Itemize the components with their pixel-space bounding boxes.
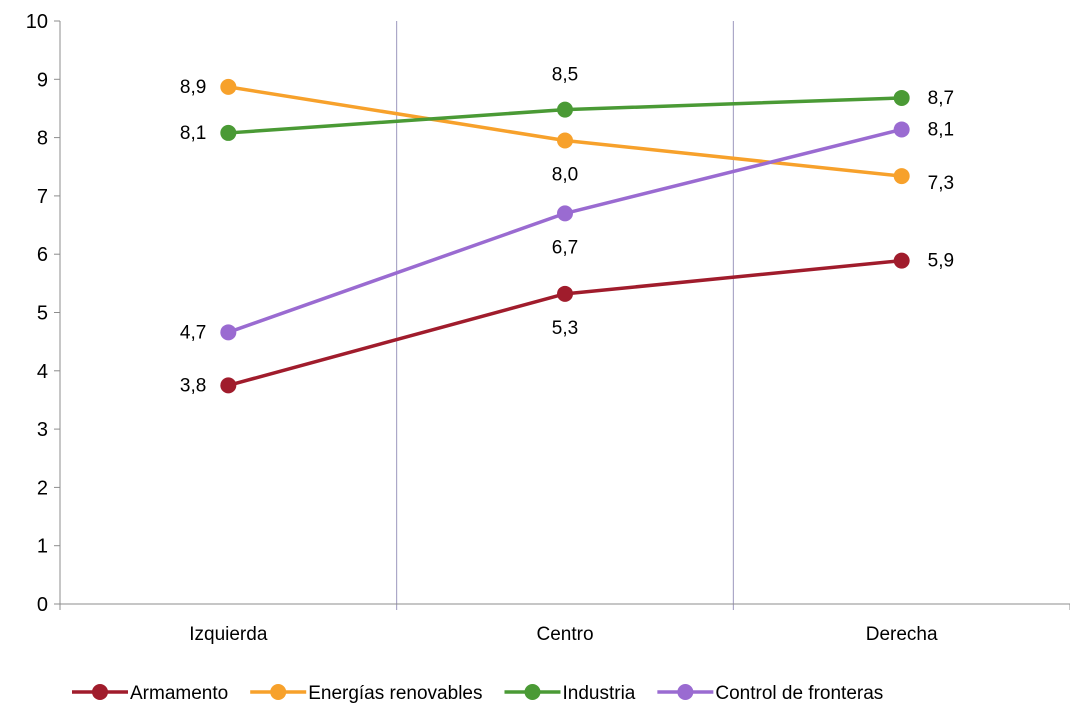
legend-marker-icon — [524, 684, 541, 700]
data-label-energias-renovables: 8,0 — [552, 165, 578, 186]
data-point-armamento — [893, 252, 910, 269]
x-category-label: Izquierda — [189, 624, 268, 645]
legend-item-armamento: Armamento — [72, 683, 228, 704]
y-tick-label: 9 — [37, 69, 48, 91]
legend-label: Industria — [562, 683, 635, 704]
y-tick-label: 3 — [37, 419, 48, 441]
data-point-industria — [557, 101, 573, 118]
y-tick-label: 1 — [37, 536, 48, 558]
y-tick-label: 6 — [37, 244, 48, 266]
data-point-industria — [893, 89, 910, 106]
legend-marker-icon — [92, 684, 108, 700]
y-tick-label: 2 — [37, 477, 48, 499]
data-label-industria: 8,7 — [928, 88, 954, 109]
y-tick-label: 10 — [26, 11, 48, 33]
data-label-control-de-fronteras: 4,7 — [180, 322, 206, 343]
data-label-energias-renovables: 8,9 — [180, 77, 206, 98]
axis-layer: 0 1 2 3 4 5 6 7 8 9 10 Izquierda Centro Derecha — [26, 11, 1070, 645]
legend-item-control-de-fronteras: Control de fronteras — [657, 683, 883, 704]
data-label-industria: 8,5 — [552, 65, 578, 86]
data-point-armamento — [557, 285, 573, 302]
data-point-energias-renovables — [557, 132, 573, 149]
legend-label: Energías renovables — [308, 683, 482, 704]
data-label-armamento: 3,8 — [180, 375, 206, 396]
grid-layer — [396, 21, 734, 610]
data-label-control-de-fronteras: 8,1 — [928, 119, 954, 140]
y-tick-label: 5 — [37, 303, 48, 325]
legend-marker-icon — [677, 684, 694, 700]
data-point-energias-renovables — [220, 78, 237, 95]
series-layer — [220, 78, 910, 394]
y-tick-label: 7 — [37, 186, 48, 208]
legend-marker-icon — [270, 684, 287, 700]
data-point-control-de-fronteras — [220, 324, 237, 341]
data-point-control-de-fronteras — [557, 205, 573, 222]
legend-item-industria: Industria — [504, 683, 636, 704]
data-point-control-de-fronteras — [893, 121, 910, 138]
legend-item-energias-renovables: Energías renovables — [250, 683, 482, 704]
y-tick-label: 0 — [37, 594, 48, 616]
y-tick-label: 4 — [37, 361, 48, 383]
x-category-label: Centro — [536, 624, 593, 645]
legend-label: Armamento — [130, 683, 228, 704]
data-label-layer: 3,8 5,3 5,9 8,9 8,0 7,3 8,1 8,5 8,7 4,7 6,7 8,1 — [180, 65, 954, 397]
data-label-energias-renovables: 7,3 — [928, 173, 954, 194]
x-category-label: Derecha — [866, 624, 938, 645]
y-tick-label: 8 — [37, 128, 48, 150]
series-line-control-de-fronteras — [227, 127, 903, 334]
legend: Armamento Energías renovables Industria Con… — [72, 683, 883, 704]
data-label-control-de-fronteras: 6,7 — [552, 237, 578, 258]
legend-label: Control de fronteras — [715, 683, 883, 704]
data-point-industria — [220, 124, 237, 141]
data-label-armamento: 5,9 — [928, 251, 954, 272]
data-point-armamento — [220, 377, 237, 394]
data-label-armamento: 5,3 — [552, 318, 578, 339]
data-point-energias-renovables — [893, 168, 910, 185]
data-label-industria: 8,1 — [180, 123, 206, 144]
